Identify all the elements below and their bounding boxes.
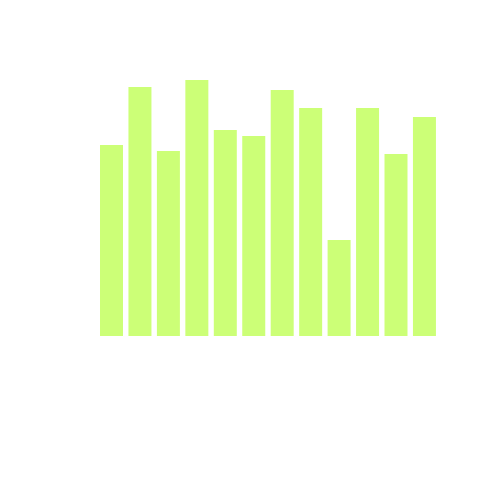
bar-2 (128, 87, 152, 336)
bar-12 (412, 117, 436, 336)
bar-7 (270, 90, 294, 336)
bar-1 (100, 145, 123, 336)
bar-11 (384, 154, 408, 336)
bar-10 (356, 108, 380, 336)
bar-5 (213, 130, 237, 336)
bar-9 (327, 240, 351, 336)
bar-4 (185, 80, 209, 336)
bar-3 (156, 151, 180, 336)
bars-group (100, 80, 436, 336)
bar-8 (299, 108, 323, 336)
bar-6 (242, 136, 266, 336)
